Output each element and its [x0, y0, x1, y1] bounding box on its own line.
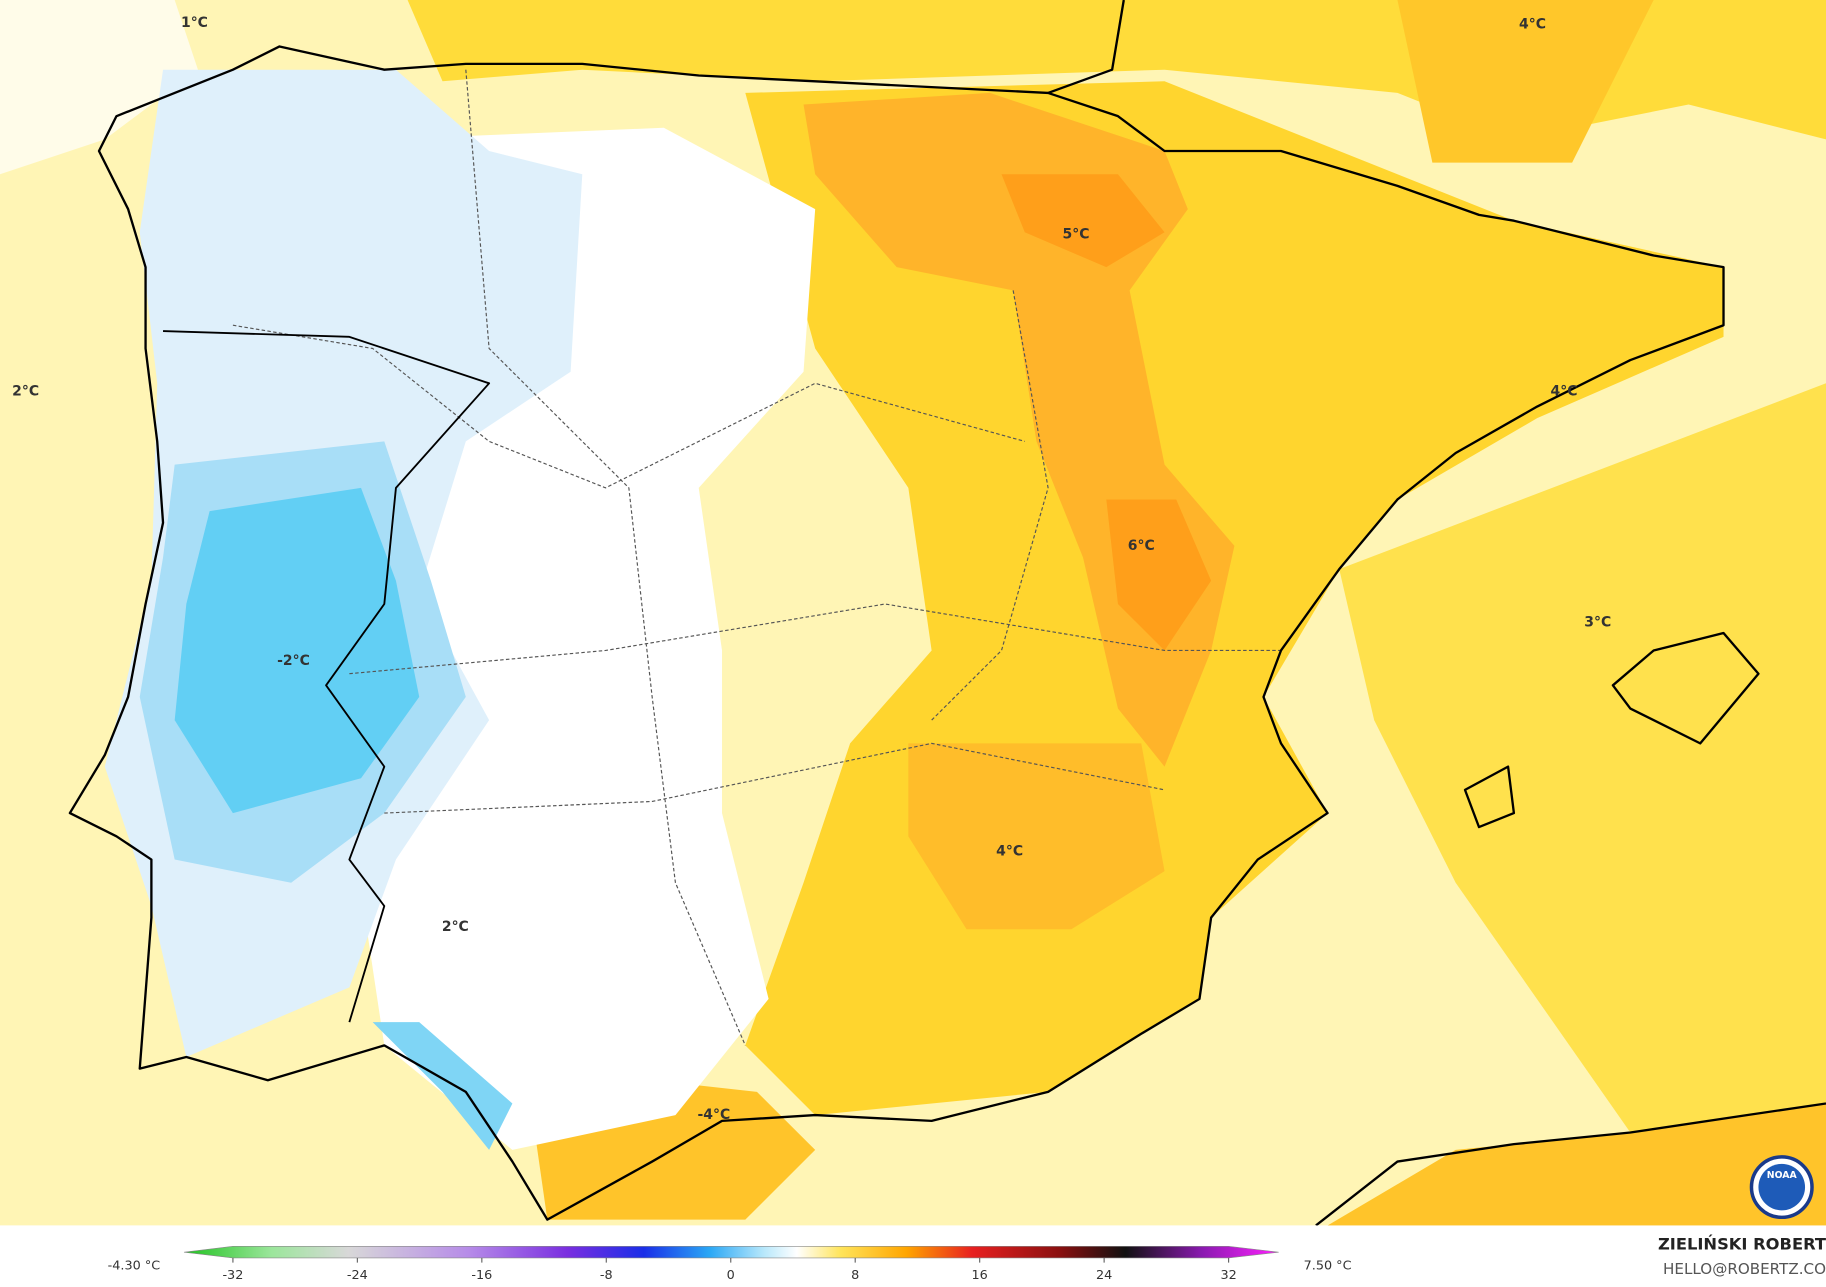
colorbar-tick-label: 16: [972, 1268, 988, 1283]
border-lines: [232, 69, 1281, 1046]
iberia-coast: [68, 45, 1725, 1221]
field-orange: [1001, 174, 1165, 268]
temperature-label: 3°C: [1584, 615, 1611, 631]
temperature-label: 2°C: [12, 383, 39, 399]
colorbar-tick-label: 8: [851, 1268, 859, 1283]
field-gold: [1397, 0, 1654, 163]
map-labels: 1°C 2°C 4°C 5°C 4°C 6°C 3°C -2°C 4°C 2°C -4°C: [12, 15, 1611, 1123]
credit-name: ZIELIŃSKI ROBERT: [1658, 1235, 1826, 1254]
temperature-label: -4°C: [697, 1107, 730, 1123]
colorbar-tick-label: -24: [347, 1268, 368, 1283]
temperature-label: 4°C: [996, 843, 1023, 859]
colorbar: [183, 1246, 1279, 1259]
field-blue: [372, 1022, 513, 1150]
colorbar-tick-label: -8: [600, 1268, 613, 1283]
logo-disc: [1758, 1163, 1806, 1211]
temperature-label: 6°C: [1128, 538, 1155, 554]
colorbar-tick-label: -16: [471, 1268, 492, 1283]
africa-coast: [1315, 1102, 1826, 1227]
region-borders: [232, 69, 1281, 1046]
field-cyan: [174, 487, 420, 814]
coastlines: [68, 0, 1826, 1227]
mallorca-coast: [1611, 631, 1760, 745]
field-orange: [1106, 499, 1212, 651]
field-gold: [1327, 1103, 1826, 1226]
credit-email: HELLO@ROBERTZ.CO: [1663, 1260, 1826, 1278]
temperature-label: 5°C: [1063, 227, 1090, 243]
france-coast: [1047, 0, 1125, 95]
temperature-label: 2°C: [442, 919, 469, 935]
colorbar-tick-label: -32: [222, 1268, 243, 1283]
logo-text: NOAA: [1767, 1170, 1798, 1181]
colorbar-ticks: -32 -24 -16 -8 0 8 16 24 32: [222, 1257, 1237, 1283]
colorbar-tick-label: 0: [727, 1268, 735, 1283]
portugal-border: [163, 330, 491, 1023]
colorbar-tick-label: 32: [1220, 1268, 1236, 1283]
field-yellow: [1339, 383, 1826, 1133]
temperature-label: 4°C: [1551, 383, 1578, 399]
field-orange: [908, 743, 1165, 930]
field-white: [0, 0, 198, 175]
anomaly-fields: [0, 0, 1826, 1226]
max-label: 7.50 °C: [1304, 1259, 1352, 1274]
temperature-label: 1°C: [181, 15, 208, 31]
ibiza-coast: [1463, 765, 1516, 829]
noaa-logo: NOAA: [1749, 1155, 1814, 1220]
min-label: -4.30 °C: [108, 1259, 161, 1274]
temperature-label: 4°C: [1519, 16, 1546, 32]
colorbar-tick-label: 24: [1096, 1268, 1112, 1283]
temperature-label: -2°C: [277, 653, 310, 669]
